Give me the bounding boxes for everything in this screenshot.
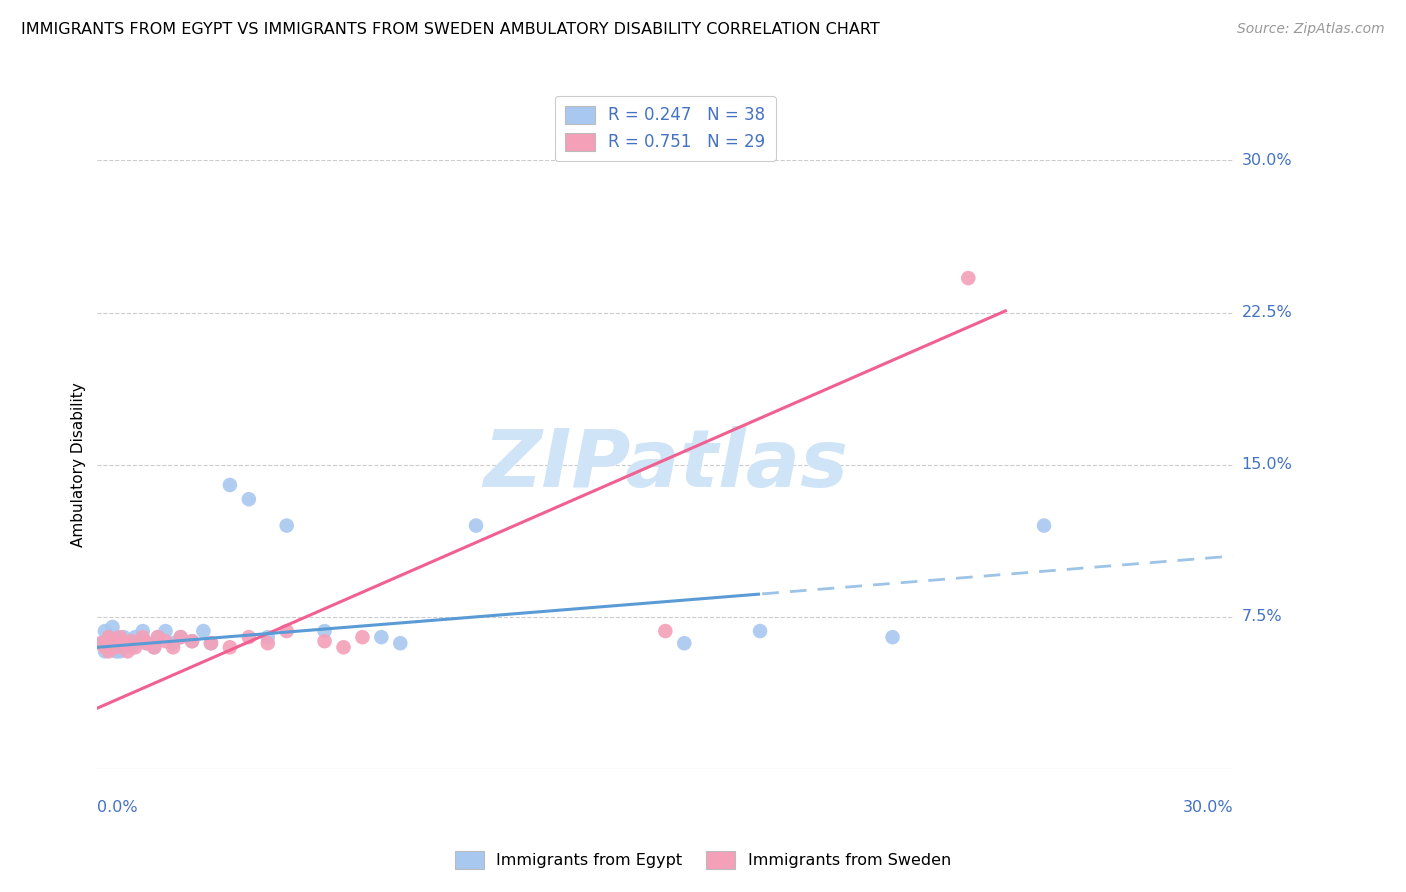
Legend: Immigrants from Egypt, Immigrants from Sweden: Immigrants from Egypt, Immigrants from S… <box>449 845 957 875</box>
Point <box>200 636 222 650</box>
Point <box>1033 518 1056 533</box>
Point <box>146 630 169 644</box>
Point <box>135 636 157 650</box>
Point <box>94 624 117 638</box>
Point <box>276 518 298 533</box>
Text: 7.5%: 7.5% <box>1241 609 1282 624</box>
Point <box>146 630 169 644</box>
Point <box>654 624 676 638</box>
Point <box>97 644 120 658</box>
Point <box>169 630 191 644</box>
Legend: R = 0.247   N = 38, R = 0.751   N = 29: R = 0.247 N = 38, R = 0.751 N = 29 <box>555 95 776 161</box>
Point <box>112 636 135 650</box>
Point <box>108 630 131 644</box>
Point <box>673 636 696 650</box>
Point <box>352 630 374 644</box>
Point <box>314 624 336 638</box>
Point <box>238 492 260 507</box>
Point <box>256 636 278 650</box>
Point <box>193 624 215 638</box>
Point <box>105 630 128 644</box>
Text: Source: ZipAtlas.com: Source: ZipAtlas.com <box>1237 22 1385 37</box>
Point <box>957 271 980 285</box>
Point <box>124 630 146 644</box>
Text: 30.0%: 30.0% <box>1182 799 1233 814</box>
Point <box>90 636 112 650</box>
Text: 15.0%: 15.0% <box>1241 458 1292 472</box>
Point <box>135 636 157 650</box>
Point <box>94 644 117 658</box>
Point <box>389 636 412 650</box>
Text: 30.0%: 30.0% <box>1241 153 1292 168</box>
Point <box>117 636 139 650</box>
Point <box>749 624 772 638</box>
Point <box>97 640 120 655</box>
Point <box>94 640 117 655</box>
Point <box>124 640 146 655</box>
Point <box>105 644 128 658</box>
Point <box>169 630 191 644</box>
Text: IMMIGRANTS FROM EGYPT VS IMMIGRANTS FROM SWEDEN AMBULATORY DISABILITY CORRELATIO: IMMIGRANTS FROM EGYPT VS IMMIGRANTS FROM… <box>21 22 880 37</box>
Point <box>101 634 124 648</box>
Point <box>200 636 222 650</box>
Point <box>882 630 904 644</box>
Point <box>97 630 120 644</box>
Y-axis label: Ambulatory Disability: Ambulatory Disability <box>72 383 86 547</box>
Point <box>143 640 166 655</box>
Point <box>120 634 142 648</box>
Point <box>370 630 392 644</box>
Point <box>256 630 278 644</box>
Point <box>143 640 166 655</box>
Point <box>162 636 184 650</box>
Point <box>101 634 124 648</box>
Text: 22.5%: 22.5% <box>1241 305 1292 320</box>
Point <box>108 644 131 658</box>
Point <box>219 640 242 655</box>
Point <box>112 630 135 644</box>
Point <box>332 640 354 655</box>
Point <box>155 624 177 638</box>
Point <box>181 634 204 648</box>
Point <box>132 630 155 644</box>
Point <box>132 624 155 638</box>
Point <box>105 640 128 655</box>
Point <box>238 630 260 644</box>
Point <box>465 518 488 533</box>
Point <box>97 630 120 644</box>
Point <box>314 634 336 648</box>
Point <box>155 634 177 648</box>
Point <box>120 640 142 655</box>
Point <box>117 644 139 658</box>
Point <box>128 634 150 648</box>
Point <box>108 636 131 650</box>
Point <box>276 624 298 638</box>
Point <box>90 636 112 650</box>
Text: ZIPatlas: ZIPatlas <box>482 425 848 504</box>
Point <box>181 634 204 648</box>
Point <box>219 478 242 492</box>
Text: 0.0%: 0.0% <box>97 799 138 814</box>
Point <box>101 620 124 634</box>
Point <box>162 640 184 655</box>
